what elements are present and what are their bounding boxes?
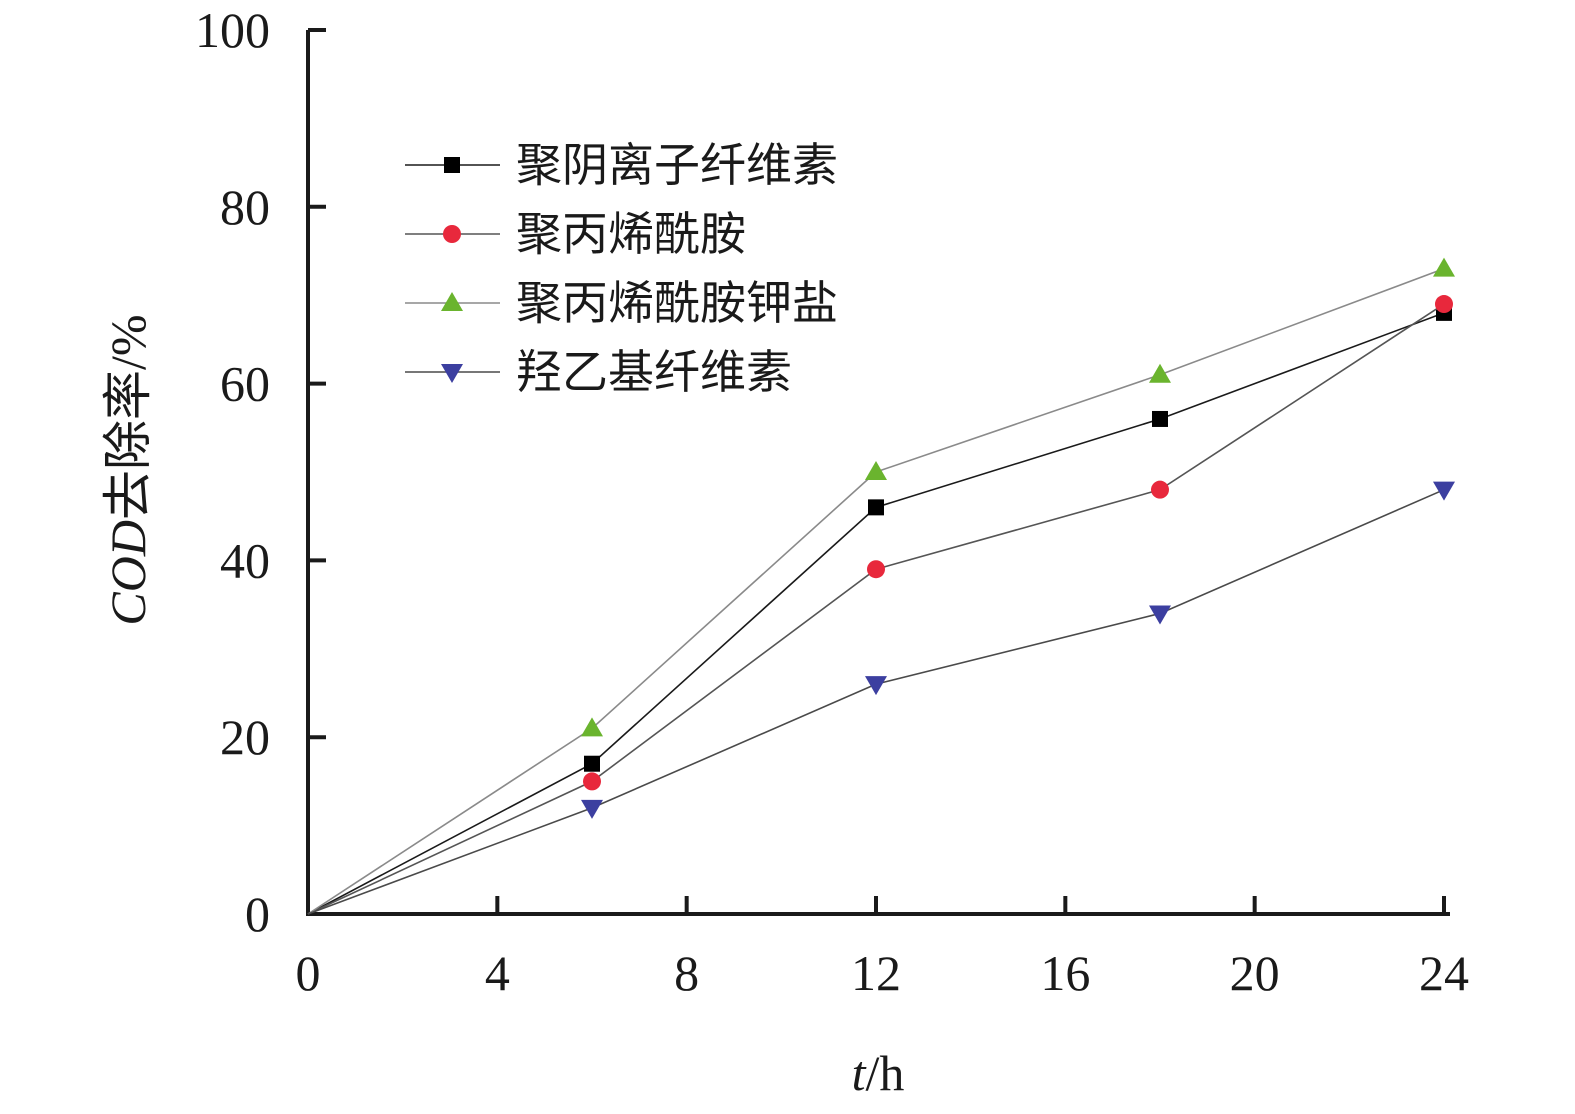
data-point-0-3 — [1152, 410, 1168, 427]
x-tick-label-6: 24 — [1419, 945, 1469, 1001]
data-point-1-1 — [583, 772, 601, 791]
series-layer — [307, 257, 1455, 915]
legend-label-3: 羟乙基纤维素 — [516, 345, 792, 399]
y-tick-label-5: 100 — [195, 2, 270, 58]
data-point-0-1 — [584, 755, 600, 772]
data-point-3-2 — [865, 676, 887, 696]
y-axis-title-rest: 去除率/% — [100, 314, 156, 520]
legend-marker-2 — [441, 292, 463, 311]
data-point-1-4 — [1435, 295, 1453, 314]
series-1 — [307, 295, 1453, 915]
data-point-2-1 — [581, 717, 603, 737]
legend-marker-0 — [444, 157, 460, 173]
series-line-3 — [307, 488, 1445, 915]
legend-item-2: 聚丙烯酰胺钾盐 — [405, 276, 838, 330]
data-point-2-2 — [865, 461, 887, 480]
y-tick-label-1: 20 — [220, 709, 270, 765]
data-point-3-3 — [1149, 605, 1171, 625]
legend-marker-3 — [441, 364, 463, 383]
x-tick-label-0: 0 — [296, 945, 321, 1001]
series-line-0 — [307, 312, 1445, 915]
y-tick-label-2: 40 — [220, 532, 270, 588]
series-3 — [307, 481, 1455, 915]
ticks: 0 4 8 12 16 20 24 0 20 40 60 80 100 — [195, 2, 1469, 1001]
x-axis-title: t/h — [852, 1045, 905, 1101]
series-2 — [307, 257, 1455, 915]
x-tick-label-5: 20 — [1230, 945, 1280, 1001]
series-line-2 — [307, 267, 1445, 915]
y-tick-label-3: 60 — [220, 356, 270, 412]
series-line-1 — [307, 303, 1445, 915]
y-tick-label-0: 0 — [245, 886, 270, 942]
legend-item-1: 聚丙烯酰胺 — [405, 207, 746, 261]
data-point-2-3 — [1149, 363, 1171, 383]
x-tick-label-3: 12 — [851, 945, 901, 1001]
data-point-2-4 — [1433, 257, 1455, 277]
y-axis-title-italic: COD — [100, 520, 156, 626]
legend-item-3: 羟乙基纤维素 — [405, 345, 792, 399]
data-point-3-4 — [1433, 481, 1455, 501]
legend-label-1: 聚丙烯酰胺 — [516, 207, 746, 261]
x-tick-label-4: 16 — [1040, 945, 1090, 1001]
legend-label-2: 聚丙烯酰胺钾盐 — [516, 276, 838, 330]
data-point-1-2 — [867, 560, 885, 579]
series-0 — [307, 304, 1452, 915]
legend-marker-1 — [443, 225, 461, 243]
x-axis-title-unit: /h — [866, 1045, 905, 1101]
x-axis-title-italic: t — [852, 1045, 867, 1101]
legend-label-0: 聚阴离子纤维素 — [516, 138, 838, 192]
data-point-0-2 — [868, 499, 884, 516]
data-point-1-3 — [1151, 480, 1169, 499]
data-point-3-1 — [581, 799, 603, 819]
x-tick-label-2: 8 — [674, 945, 699, 1001]
legend-item-0: 聚阴离子纤维素 — [405, 138, 838, 192]
x-tick-label-1: 4 — [485, 945, 510, 1001]
y-axis-title: COD去除率/% — [100, 314, 156, 625]
y-tick-label-4: 80 — [220, 179, 270, 235]
